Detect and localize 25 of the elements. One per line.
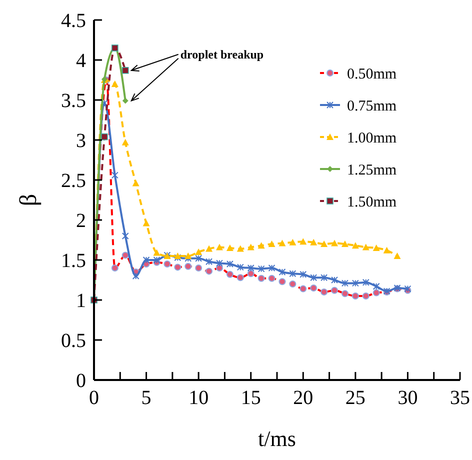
legend-label: 1.00mm: [347, 130, 397, 146]
legend-label: 1.50mm: [347, 194, 397, 210]
x-tick-label: 25: [345, 387, 366, 409]
x-tick-label: 5: [141, 387, 152, 409]
x-tick-label: 15: [240, 387, 261, 409]
x-tick-label: 30: [398, 387, 418, 409]
x-axis-title: t/ms: [258, 426, 296, 451]
x-tick-label: 10: [188, 387, 209, 409]
y-tick-label: 3.5: [61, 90, 86, 112]
y-tick-label: 0: [76, 370, 86, 392]
legend-label: 0.50mm: [347, 66, 397, 82]
annotation: droplet breakup: [180, 47, 264, 62]
y-axis-title: β: [16, 194, 42, 206]
y-tick-label: 2.5: [61, 170, 86, 192]
y-tick-label: 0.5: [61, 330, 86, 352]
legend-label: 0.75mm: [347, 98, 397, 114]
y-tick-label: 3: [76, 130, 86, 152]
y-tick-label: 4: [76, 50, 86, 72]
x-tick-label: 35: [450, 387, 470, 409]
y-tick-label: 2: [76, 210, 86, 232]
legend-label: 1.25mm: [347, 162, 397, 178]
x-tick-label: 20: [293, 387, 314, 409]
y-tick-label: 1: [76, 290, 86, 312]
y-tick-label: 1.5: [61, 250, 86, 272]
y-tick-label: 4.5: [61, 10, 86, 32]
